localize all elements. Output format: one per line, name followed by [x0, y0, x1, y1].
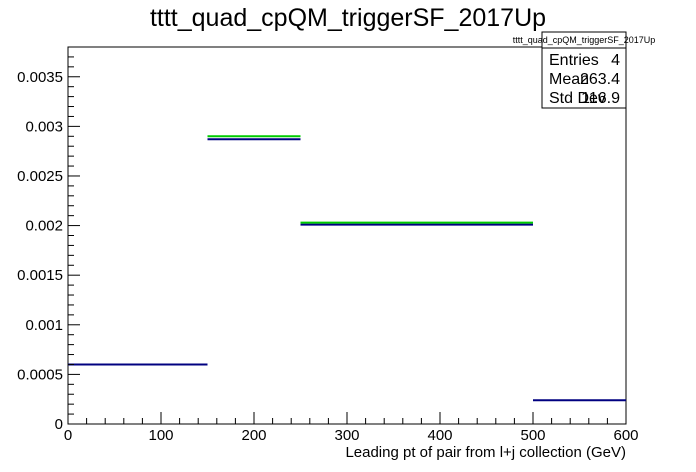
stats-label: Mean [549, 71, 589, 88]
y-tick-label: 0 [55, 416, 63, 433]
x-tick-label: 200 [241, 427, 266, 444]
y-tick-label: 0.0005 [17, 366, 63, 383]
stats-box-frame [541, 31, 627, 109]
stats-box-title: tttt_quad_cpQM_triggerSF_2017Up [513, 35, 656, 45]
x-tick-label: 600 [613, 427, 638, 444]
y-tick-label: 0.0035 [17, 69, 63, 86]
histogram-bins [68, 135, 626, 402]
stats-value: 263.4 [580, 71, 620, 88]
y-tick-label: 0.001 [25, 317, 63, 334]
y-tick-label: 0.0025 [17, 168, 63, 185]
stats-label: Entries [549, 52, 599, 69]
x-tick-label: 500 [520, 427, 545, 444]
axis-ticks: 0 100 200 300 400 500 600 0 0.0005 0.001 0.0015 0.0… [17, 46, 639, 444]
stats-label: Std Dev [549, 90, 606, 107]
x-tick-label: 300 [334, 427, 359, 444]
x-tick-label: 0 [64, 427, 72, 444]
x-axis-label: Leading pt of pair from l+j collection (… [345, 444, 626, 461]
y-tick-label: 0.002 [25, 218, 63, 235]
y-tick-label: 0.003 [25, 118, 63, 135]
stats-box: tttt_quad_cpQM_triggerSF_2017Up Entries 4 M… [513, 31, 656, 109]
x-tick-label: 100 [148, 427, 173, 444]
stats-value: 116.9 [581, 90, 620, 107]
x-tick-label: 400 [427, 427, 452, 444]
stats-value: 4 [611, 52, 620, 69]
chart-title: tttt_quad_cpQM_triggerSF_2017Up [150, 4, 546, 32]
y-tick-label: 0.0015 [17, 267, 63, 284]
